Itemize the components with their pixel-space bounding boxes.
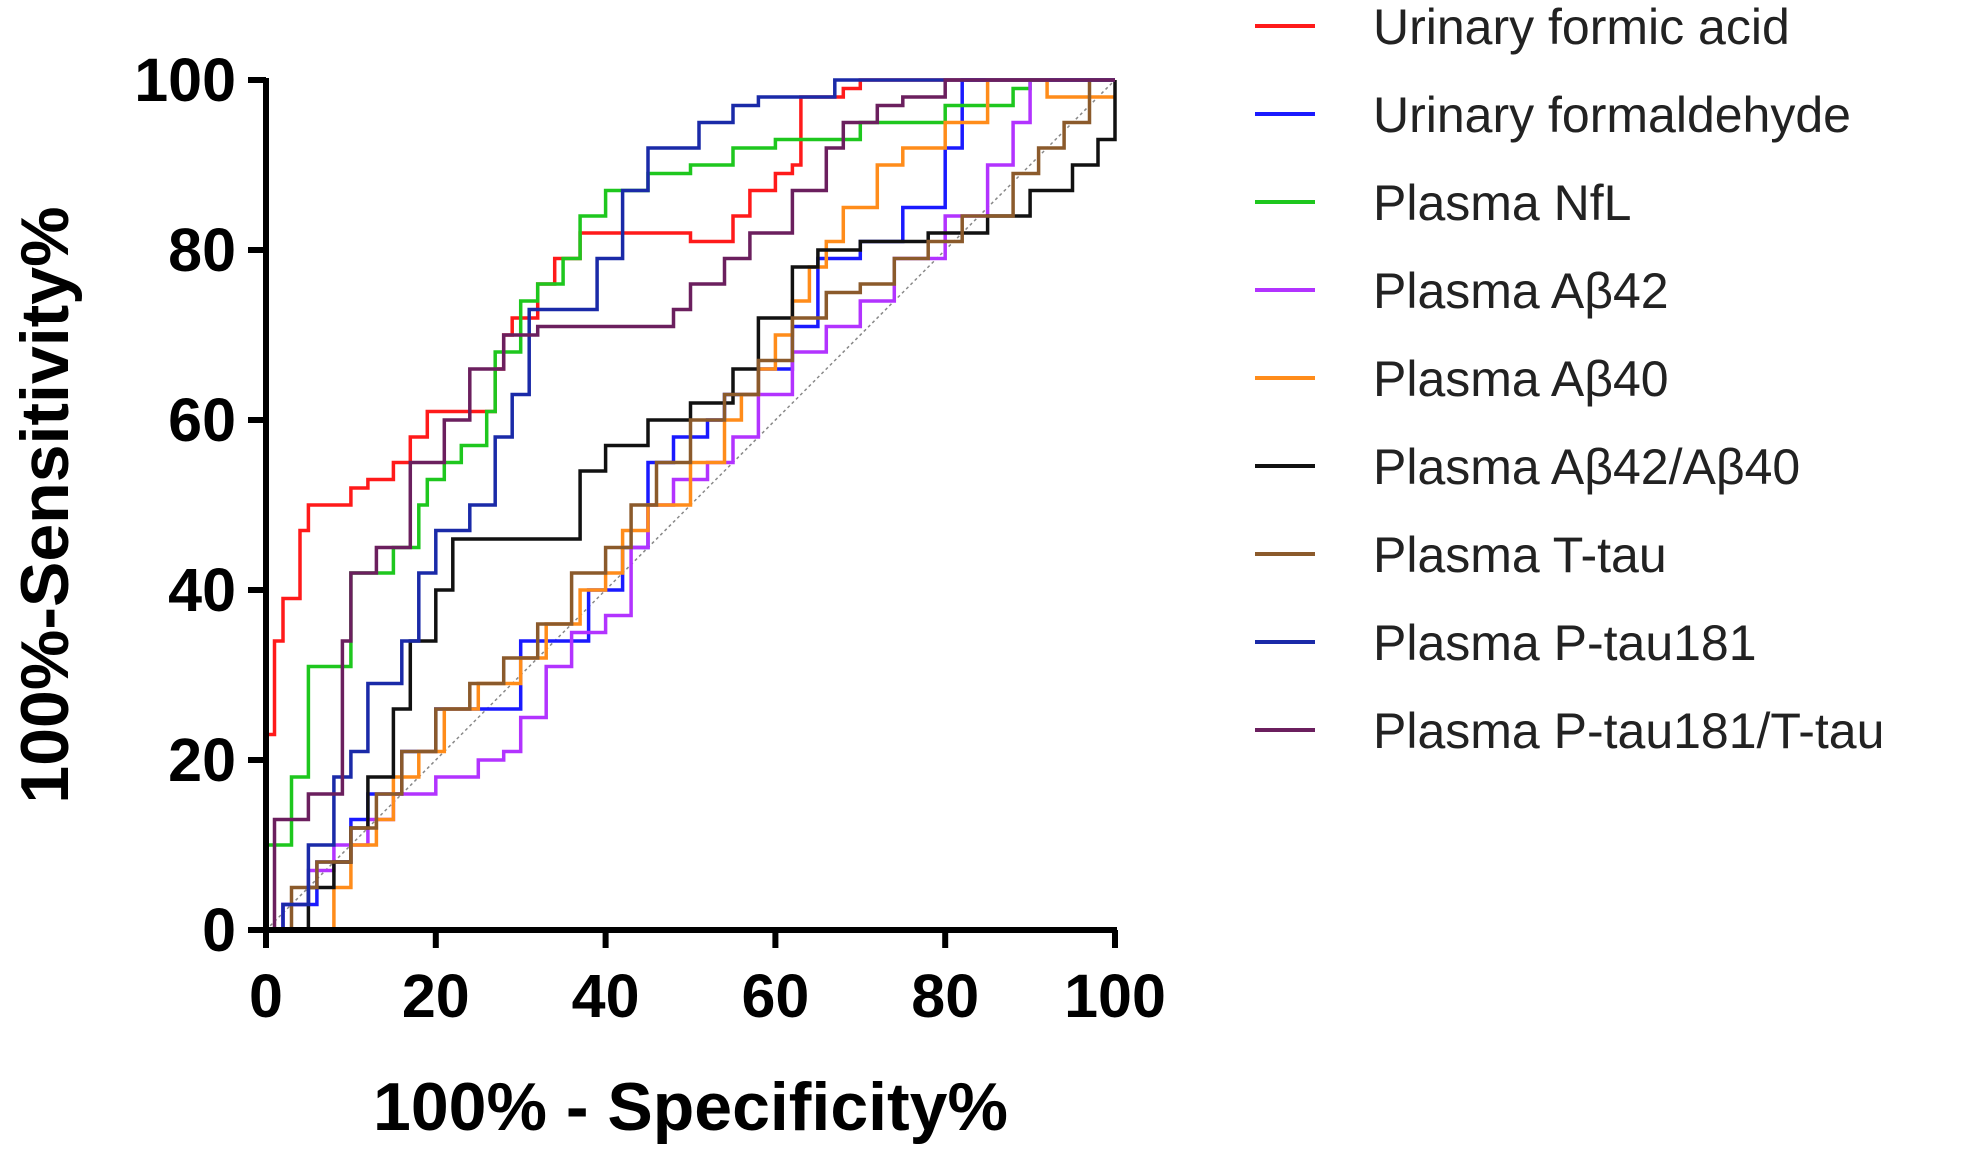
series-line-3 [264, 78, 1115, 930]
legend-label: Urinary formaldehyde [1373, 87, 1851, 143]
x-tick-label: 60 [741, 962, 809, 1030]
x-tick-label: 40 [572, 962, 640, 1030]
series-line-5 [266, 78, 1115, 932]
y-tick-label: 80 [168, 216, 236, 284]
legend-label: Plasma Aβ40 [1373, 351, 1669, 407]
y-axis-ticks: 0 20 40 60 80 100 [134, 46, 266, 964]
x-tick-label: 0 [249, 962, 283, 1030]
legend-label: Plasma Aβ42 [1373, 263, 1669, 319]
y-tick-label: 100 [134, 46, 236, 114]
y-axis-title: 100%-Sensitivity% [7, 206, 83, 803]
legend-label: Plasma NfL [1373, 175, 1631, 231]
series-lines [264, 78, 1117, 932]
x-tick-label: 80 [911, 962, 979, 1030]
x-tick-label: 20 [402, 962, 470, 1030]
series-line-9 [266, 78, 1115, 932]
legend-label: Plasma T-tau [1373, 527, 1667, 583]
legend: Urinary formic acid Urinary formaldehyde P… [1255, 0, 1884, 759]
series-line-7 [266, 78, 1115, 932]
y-tick-label: 40 [168, 556, 236, 624]
legend-label: Plasma P-tau181 [1373, 615, 1757, 671]
y-tick-label: 20 [168, 726, 236, 794]
legend-label: Plasma Aβ42/Aβ40 [1373, 439, 1800, 495]
x-axis-ticks: 0 20 40 60 80 100 [249, 930, 1166, 1030]
x-tick-label: 100 [1064, 962, 1166, 1030]
y-tick-label: 0 [202, 896, 236, 964]
x-axis-title: 100% - Specificity% [373, 1069, 1008, 1145]
y-tick-label: 60 [168, 386, 236, 454]
legend-label: Plasma P-tau181/T-tau [1373, 703, 1884, 759]
legend-label: Urinary formic acid [1373, 0, 1790, 55]
